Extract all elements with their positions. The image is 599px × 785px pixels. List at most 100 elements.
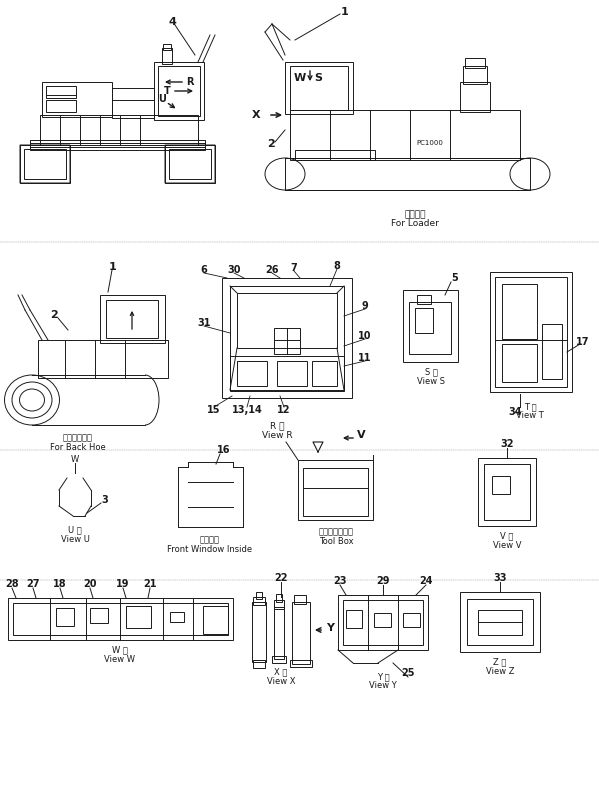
- Bar: [542, 324, 562, 379]
- Text: 20: 20: [83, 579, 97, 589]
- Text: 3: 3: [102, 495, 108, 505]
- Bar: [56, 608, 74, 626]
- Bar: [338, 595, 428, 650]
- Text: 9: 9: [362, 301, 368, 311]
- Bar: [285, 158, 530, 190]
- Bar: [274, 607, 284, 659]
- Text: 29: 29: [376, 576, 390, 586]
- Bar: [484, 464, 530, 520]
- Bar: [285, 62, 353, 114]
- Text: 6: 6: [201, 265, 207, 275]
- Text: 2: 2: [50, 310, 58, 320]
- Bar: [38, 340, 168, 378]
- Bar: [294, 595, 306, 604]
- Bar: [403, 290, 458, 362]
- Bar: [24, 149, 66, 179]
- Bar: [495, 277, 567, 387]
- Bar: [465, 58, 485, 68]
- Text: Front Window Inside: Front Window Inside: [168, 545, 253, 553]
- Text: For Loader: For Loader: [391, 218, 439, 228]
- Bar: [162, 48, 172, 64]
- Bar: [8, 598, 233, 640]
- Text: 8: 8: [334, 261, 340, 271]
- Text: View S: View S: [417, 377, 445, 385]
- Bar: [252, 602, 266, 662]
- Text: 31: 31: [197, 318, 211, 328]
- Text: 7: 7: [291, 263, 297, 273]
- Text: S 後: S 後: [425, 367, 437, 377]
- Bar: [256, 592, 262, 599]
- Bar: [46, 100, 76, 112]
- Bar: [374, 613, 391, 627]
- Bar: [253, 597, 265, 605]
- Bar: [460, 82, 490, 112]
- Bar: [46, 86, 76, 98]
- Text: View W: View W: [104, 655, 135, 663]
- Text: ローダ用: ローダ用: [404, 210, 426, 220]
- Text: W 後: W 後: [112, 645, 128, 655]
- Text: 25: 25: [401, 668, 415, 678]
- Text: 30: 30: [227, 265, 241, 275]
- Text: 26: 26: [265, 265, 279, 275]
- Bar: [346, 610, 362, 628]
- Bar: [460, 592, 540, 652]
- Text: Z 後: Z 後: [494, 658, 507, 666]
- Text: 22: 22: [274, 573, 288, 583]
- Bar: [230, 356, 344, 391]
- Text: 1: 1: [109, 262, 117, 272]
- Bar: [290, 110, 520, 160]
- Bar: [222, 278, 352, 398]
- Bar: [100, 295, 165, 343]
- Bar: [169, 149, 211, 179]
- Bar: [106, 300, 158, 338]
- Text: Y 後: Y 後: [377, 673, 389, 681]
- Text: U 後: U 後: [68, 525, 82, 535]
- Bar: [40, 115, 198, 145]
- Text: X: X: [252, 110, 261, 120]
- Text: View V: View V: [493, 541, 521, 550]
- Text: 13,14: 13,14: [232, 405, 262, 415]
- Text: 17: 17: [576, 337, 590, 347]
- Text: 33: 33: [493, 573, 507, 583]
- Bar: [463, 66, 487, 84]
- Text: 4: 4: [168, 17, 176, 27]
- Text: View Y: View Y: [369, 681, 397, 691]
- Bar: [42, 82, 112, 117]
- Bar: [343, 600, 423, 645]
- Text: 34: 34: [508, 407, 522, 417]
- Text: 18: 18: [53, 579, 67, 589]
- Bar: [490, 272, 572, 392]
- Text: S: S: [314, 73, 322, 83]
- Bar: [478, 458, 536, 526]
- Text: 28: 28: [5, 579, 19, 589]
- Bar: [126, 606, 151, 628]
- Bar: [295, 150, 375, 160]
- Bar: [13, 603, 228, 635]
- Bar: [163, 44, 171, 50]
- Bar: [290, 66, 348, 110]
- Bar: [276, 594, 282, 602]
- Bar: [237, 293, 337, 348]
- Text: R 後: R 後: [270, 422, 285, 430]
- Bar: [170, 612, 184, 622]
- Text: 15: 15: [207, 405, 221, 415]
- Bar: [237, 361, 267, 386]
- Bar: [502, 284, 537, 339]
- Text: Tool Box: Tool Box: [319, 536, 353, 546]
- Bar: [417, 295, 431, 304]
- Bar: [467, 599, 533, 645]
- Bar: [492, 476, 510, 494]
- Text: 2: 2: [267, 139, 275, 149]
- Text: View U: View U: [60, 535, 89, 543]
- Bar: [253, 660, 265, 668]
- Bar: [403, 613, 420, 627]
- Text: W: W: [294, 73, 306, 83]
- Bar: [272, 656, 286, 663]
- Text: PC1000: PC1000: [416, 140, 443, 146]
- Text: U: U: [158, 94, 166, 104]
- Text: R: R: [186, 77, 193, 87]
- Bar: [292, 602, 310, 664]
- Text: 19: 19: [116, 579, 130, 589]
- Bar: [112, 88, 154, 118]
- Text: T: T: [164, 86, 170, 96]
